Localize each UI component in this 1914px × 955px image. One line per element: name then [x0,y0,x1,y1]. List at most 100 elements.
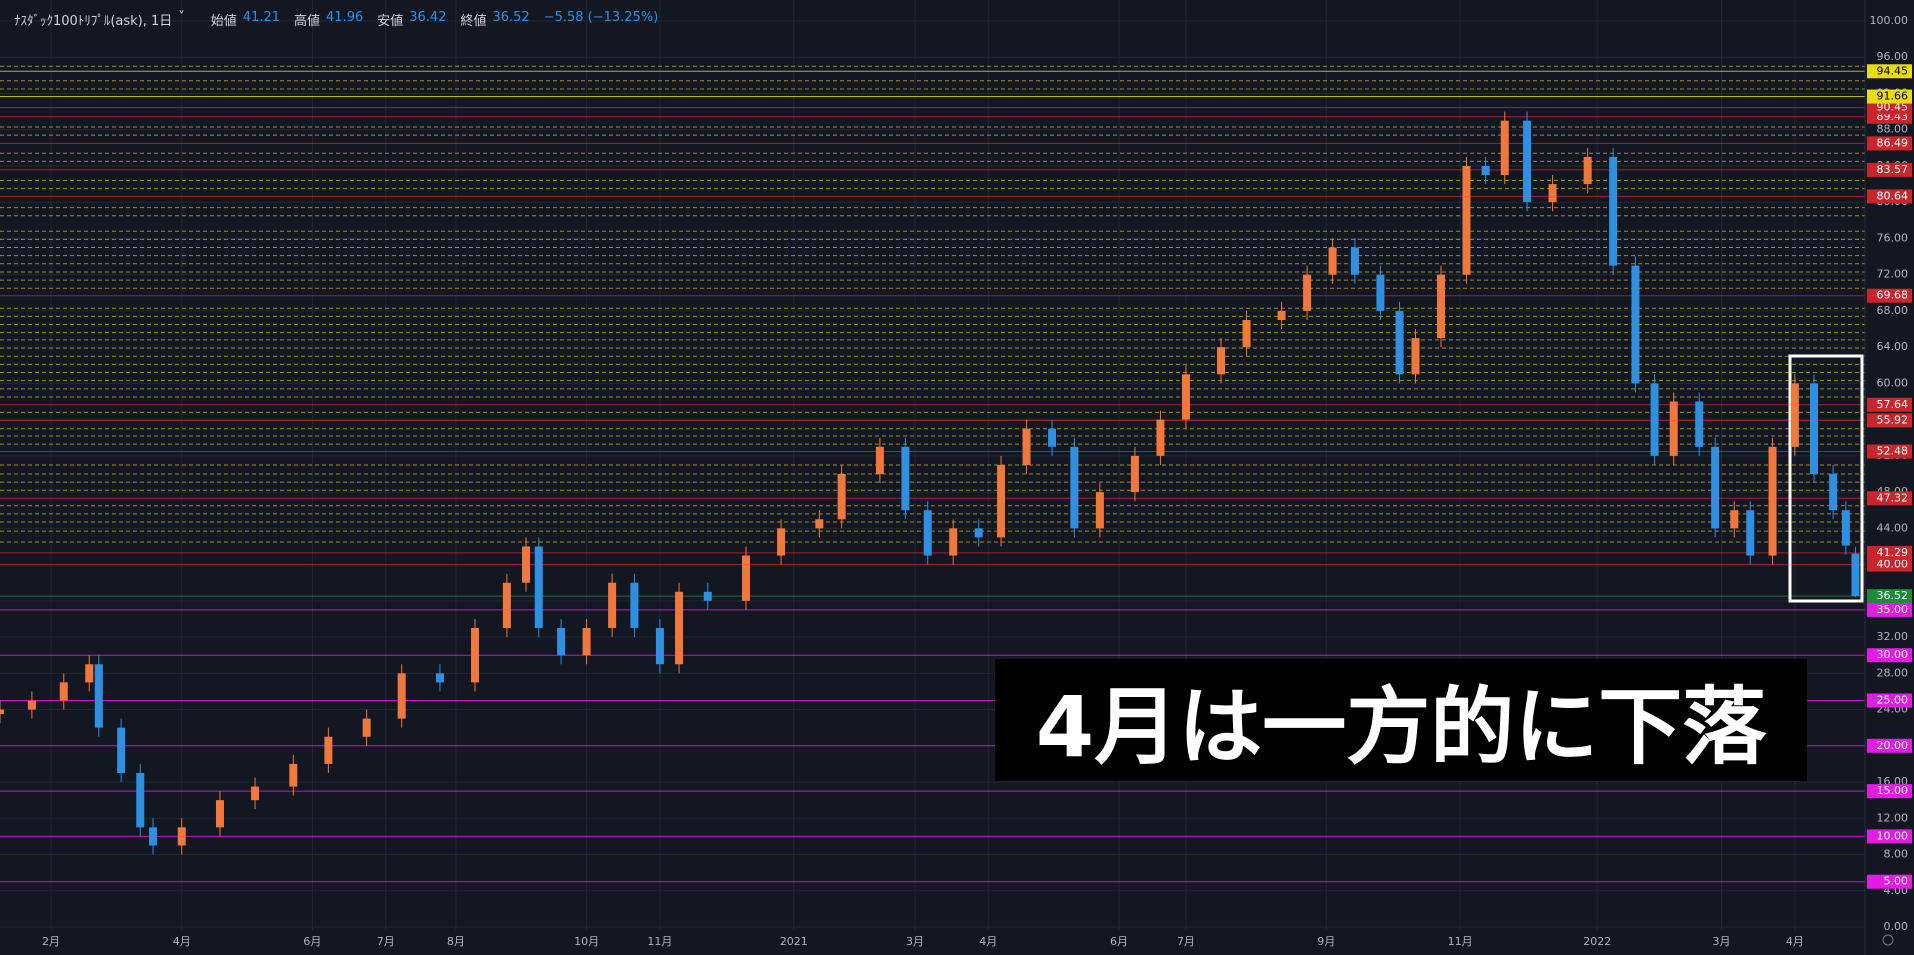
candle-body [289,763,298,787]
level-label: 94.45 [1877,64,1909,77]
candle-body [1328,247,1337,275]
close-value: 36.52 [492,10,530,25]
candle-body [1156,419,1165,456]
candle-body [1376,274,1385,311]
candle-body [815,519,824,529]
y-tick-label: 12.00 [1877,811,1909,824]
candle-body [1350,247,1359,275]
candle-body [1790,383,1799,447]
candle-body [875,446,884,474]
candle-body [655,628,664,665]
candle-body [0,709,4,715]
y-tick-label: 8.00 [1884,848,1909,861]
x-tick-label: 4月 [1786,935,1804,948]
level-label-box [1867,491,1912,506]
candle-body [177,827,186,846]
x-tick-label: 3月 [1713,935,1731,948]
candle-body [1395,310,1404,375]
symbol[interactable]: ﾅｽﾀﾞｯｸ100ﾄﾘﾌﾟﾙ(ask), 1日 [14,14,173,29]
candle-body [1303,274,1312,311]
candle-body [1851,553,1860,597]
candle-body [149,827,158,846]
y-tick-label: 96.00 [1877,50,1909,63]
x-tick-label: 3月 [906,935,924,948]
candle-body [534,546,543,629]
x-tick-label: 4月 [173,935,191,948]
candle-body [435,673,444,683]
candle-body [675,591,684,665]
x-tick-label: 9月 [1317,935,1335,948]
candle-body [974,528,983,538]
candle-body [1548,184,1557,203]
candle-body [117,727,126,773]
candle-body [1411,338,1420,375]
open-value: 41.21 [242,10,280,25]
level-label-box [1867,100,1912,115]
candle-body [324,736,333,764]
level-label: 55.92 [1877,413,1909,426]
candle-body [1609,156,1618,266]
level-label: 91.66 [1877,90,1909,103]
candle-body [1768,446,1777,556]
candle-body [742,555,750,601]
level-label-box [1867,874,1912,889]
candle-body [85,664,94,683]
x-tick-label: 11月 [1448,935,1473,948]
level-label-box [1867,136,1912,151]
level-label: 52.48 [1877,445,1909,458]
level-label: 40.00 [1877,558,1909,571]
y-tick-label: 72.00 [1877,268,1909,281]
candle-body [1181,374,1190,420]
x-tick-label: 7月 [377,935,395,948]
candle-body [949,528,958,556]
level-label: 83.57 [1877,163,1909,176]
low-value: 36.42 [409,10,447,25]
candle-body [1583,156,1592,185]
candle-body [522,546,531,583]
open-label: 始値 [210,14,237,29]
level-label: 25.00 [1877,694,1909,707]
settings-icon[interactable] [1882,934,1894,946]
candle-body [1829,474,1838,511]
level-label: 36.52 [1877,589,1909,602]
y-tick-label: 68.00 [1877,304,1909,317]
candle-body [1242,319,1251,348]
level-label: 57.64 [1877,398,1909,411]
candle-body [923,510,932,556]
candle-body [1730,510,1739,529]
candle-body [1500,120,1509,176]
x-tick-label: 2021 [780,935,808,948]
level-label-box [1867,784,1912,799]
candle-body [471,628,480,683]
candle-body [1022,428,1031,465]
y-tick-label: 64.00 [1877,340,1909,353]
candle-body [136,772,145,828]
candle-body [27,700,36,710]
level-label: 80.64 [1877,189,1909,202]
level-label: 10.00 [1877,829,1909,842]
candle-body [1070,446,1079,529]
x-tick-label: 7月 [1177,935,1195,948]
level-label-box [1867,589,1912,604]
level-label-box [1867,444,1912,459]
change: −5.58 (−13.25%) [543,10,659,25]
candle-body [1130,455,1139,493]
y-tick-label: 60.00 [1877,376,1909,389]
level-label: 41.29 [1877,546,1909,559]
candle-body [1095,492,1104,529]
level-label-box [1867,189,1912,204]
candle-body [777,528,786,556]
candle-body [1841,510,1850,546]
level-label: 86.49 [1877,136,1909,149]
candle-body [582,628,591,656]
candle-body [1650,383,1659,456]
candle-body [703,591,712,601]
candle-body [1481,165,1490,176]
x-tick-label: 4月 [979,935,997,948]
y-tick-label: 88.00 [1877,123,1909,136]
candle-body [362,718,371,737]
level-label-box [1867,693,1912,708]
candle-body [608,582,617,629]
level-label-box [1867,413,1912,428]
candle-body [1809,383,1818,474]
